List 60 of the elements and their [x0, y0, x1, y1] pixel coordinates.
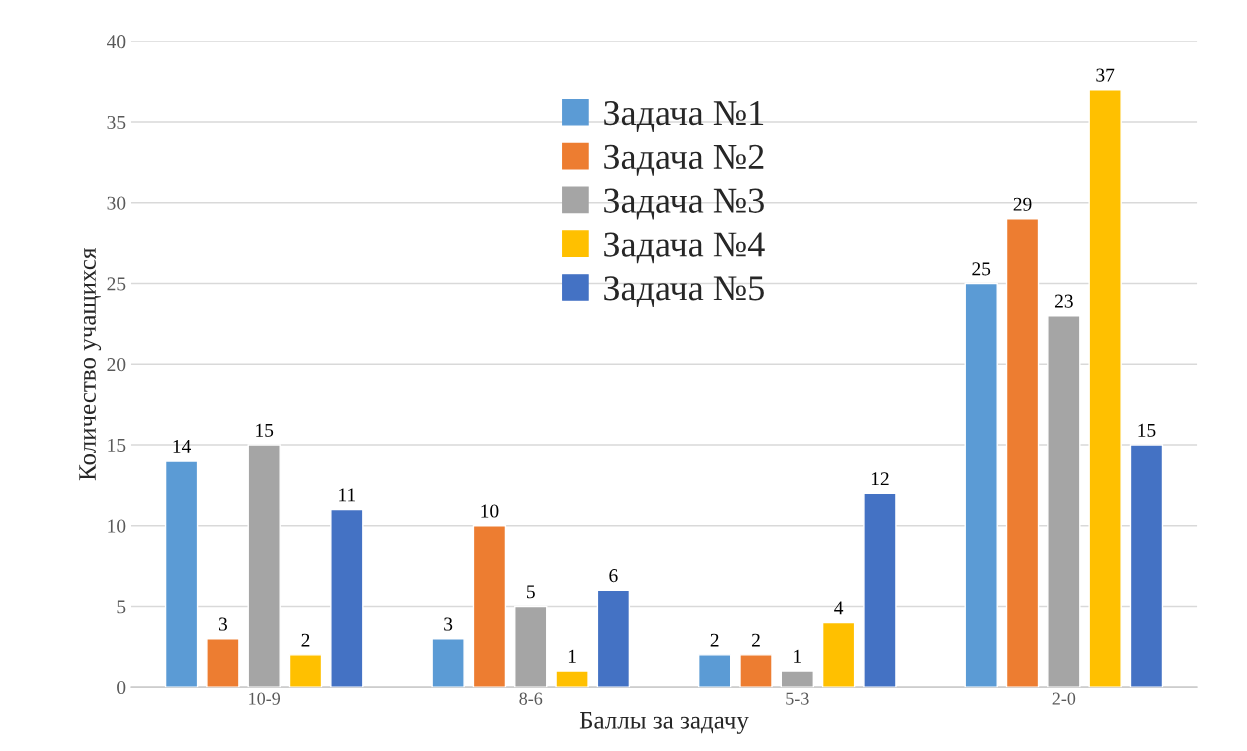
bar: [780, 670, 814, 688]
legend-label: Задача №1: [604, 100, 764, 132]
legend-label: Задача №4: [604, 232, 765, 264]
bar: [1088, 89, 1122, 688]
data-label: 23: [1054, 294, 1073, 308]
data-label: 25: [972, 262, 991, 276]
bar: [330, 508, 364, 688]
legend-label: Задача №5: [604, 276, 764, 308]
bar: [821, 621, 856, 688]
legend-label: Задача №3: [604, 188, 764, 220]
y-axis-title: Количество учащихся: [79, 248, 102, 481]
bar: [164, 460, 199, 688]
bar: [472, 525, 507, 688]
bar: [1005, 218, 1040, 688]
bar: [596, 589, 631, 688]
data-label: 2: [301, 633, 310, 647]
x-tick-label: 5-3: [786, 692, 809, 705]
bar: [206, 638, 240, 688]
y-tick-label: 30: [107, 196, 126, 210]
data-label: 12: [871, 472, 889, 486]
data-label: 10: [481, 504, 499, 518]
data-label: 3: [444, 617, 453, 631]
y-tick-label: 25: [107, 277, 126, 291]
bar: [697, 654, 732, 688]
data-label: 29: [1013, 197, 1032, 211]
bar: [247, 444, 281, 688]
x-axis-title: Баллы за задачу: [579, 712, 749, 734]
data-label: 4: [834, 601, 844, 615]
y-tick-label: 5: [117, 600, 126, 614]
data-label: 15: [1138, 423, 1156, 437]
data-label: 2: [751, 633, 760, 647]
data-label: 37: [1096, 68, 1115, 82]
bar: [1129, 444, 1164, 688]
y-tick-label: 0: [117, 680, 126, 695]
bar: [739, 654, 773, 688]
data-label: 2: [710, 633, 719, 647]
bar: [288, 654, 323, 688]
y-tick-label: 10: [108, 519, 126, 533]
data-label: 1: [794, 649, 801, 663]
data-label: 14: [173, 439, 191, 453]
legend-label: Задача №2: [604, 144, 764, 176]
y-tick-label: 40: [107, 35, 126, 49]
data-label: 1: [568, 649, 576, 663]
y-tick-label: 35: [107, 115, 126, 129]
bar: [431, 638, 465, 688]
x-tick-label: 10-9: [249, 692, 281, 705]
bar: [514, 605, 548, 688]
y-tick-label: 15: [108, 438, 126, 452]
x-tick-label: 2-0: [1052, 692, 1076, 705]
bar: [1047, 315, 1081, 688]
data-label: 5: [527, 585, 535, 599]
data-label: 6: [609, 569, 618, 583]
x-tick-label: 8-6: [519, 692, 543, 705]
data-label: 11: [339, 488, 356, 502]
bar: [555, 670, 589, 688]
bar: [863, 492, 897, 688]
data-label: 3: [218, 617, 227, 631]
y-tick-label: 20: [107, 358, 126, 372]
bar: [964, 282, 998, 688]
data-label: 15: [256, 423, 274, 437]
